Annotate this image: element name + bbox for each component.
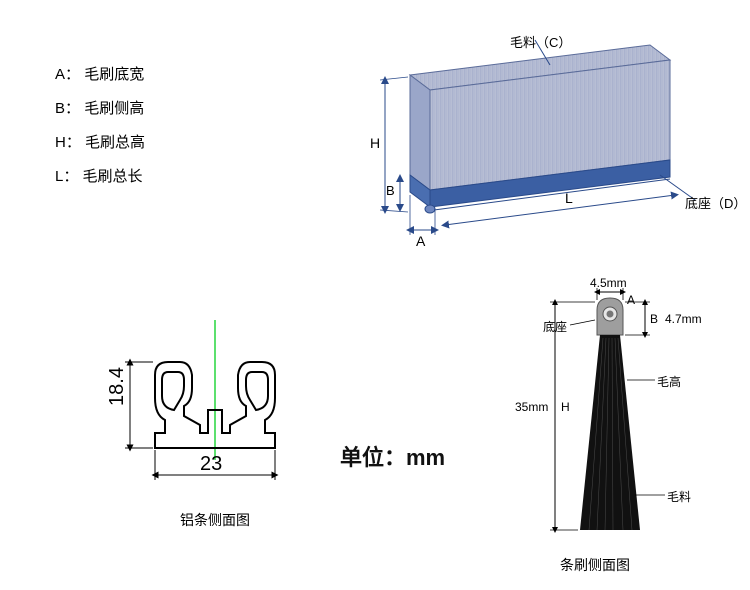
sidebrush-H-dim: 35mm <box>515 400 548 414</box>
dimension-legend: A： 毛刷底宽 B： 毛刷侧高 H： 毛刷总高 L： 毛刷总长 <box>55 58 145 194</box>
brush3d-B-label: B <box>386 183 395 198</box>
aluminum-caption: 铝条侧面图 <box>180 510 250 530</box>
sidebrush-A-label: A <box>627 293 635 307</box>
legend-row: L： 毛刷总长 <box>55 160 145 194</box>
legend-key: L： <box>55 160 78 194</box>
legend-key: H： <box>55 126 81 160</box>
sidebrush-caption: 条刷侧面图 <box>560 555 630 575</box>
sidebrush-bristle-label: 毛料 <box>667 488 691 505</box>
legend-row: A： 毛刷底宽 <box>55 58 145 92</box>
brush-3d-diagram: 毛料（C） 底座（D） H B A L <box>340 30 730 250</box>
legend-label: 毛刷总长 <box>83 160 143 194</box>
sidebrush-B-label: B <box>650 312 658 326</box>
legend-row: B： 毛刷侧高 <box>55 92 145 126</box>
aluminum-profile-diagram: 18.4 23 <box>80 320 310 520</box>
brush3d-A-label: A <box>416 233 425 249</box>
sidebrush-A-dim: 4.5mm <box>590 276 627 290</box>
sidebrush-base-label: 底座 <box>543 318 567 335</box>
sidebrush-B-dim: 4.7mm <box>665 312 702 326</box>
sidebrush-H-label: H <box>561 400 570 414</box>
legend-row: H： 毛刷总高 <box>55 126 145 160</box>
legend-key: A： <box>55 58 80 92</box>
brush3d-bristle-label: 毛料（C） <box>510 32 571 51</box>
strip-brush-side-diagram: 4.5mm A B 4.7mm 35mm H 底座 毛高 毛料 <box>505 280 715 540</box>
brush3d-H-label: H <box>370 135 380 151</box>
legend-key: B： <box>55 92 80 126</box>
legend-label: 毛刷底宽 <box>84 58 144 92</box>
units-label: 单位：mm <box>340 440 445 472</box>
legend-label: 毛刷侧高 <box>84 92 144 126</box>
brush3d-L-label: L <box>565 190 573 206</box>
sidebrush-bristleheight-label: 毛高 <box>657 373 681 390</box>
brush3d-base-label: 底座（D） <box>685 193 746 212</box>
aluminum-height-value: 18.4 <box>106 367 129 406</box>
legend-label: 毛刷总高 <box>85 126 145 160</box>
aluminum-width-value: 23 <box>200 453 222 476</box>
